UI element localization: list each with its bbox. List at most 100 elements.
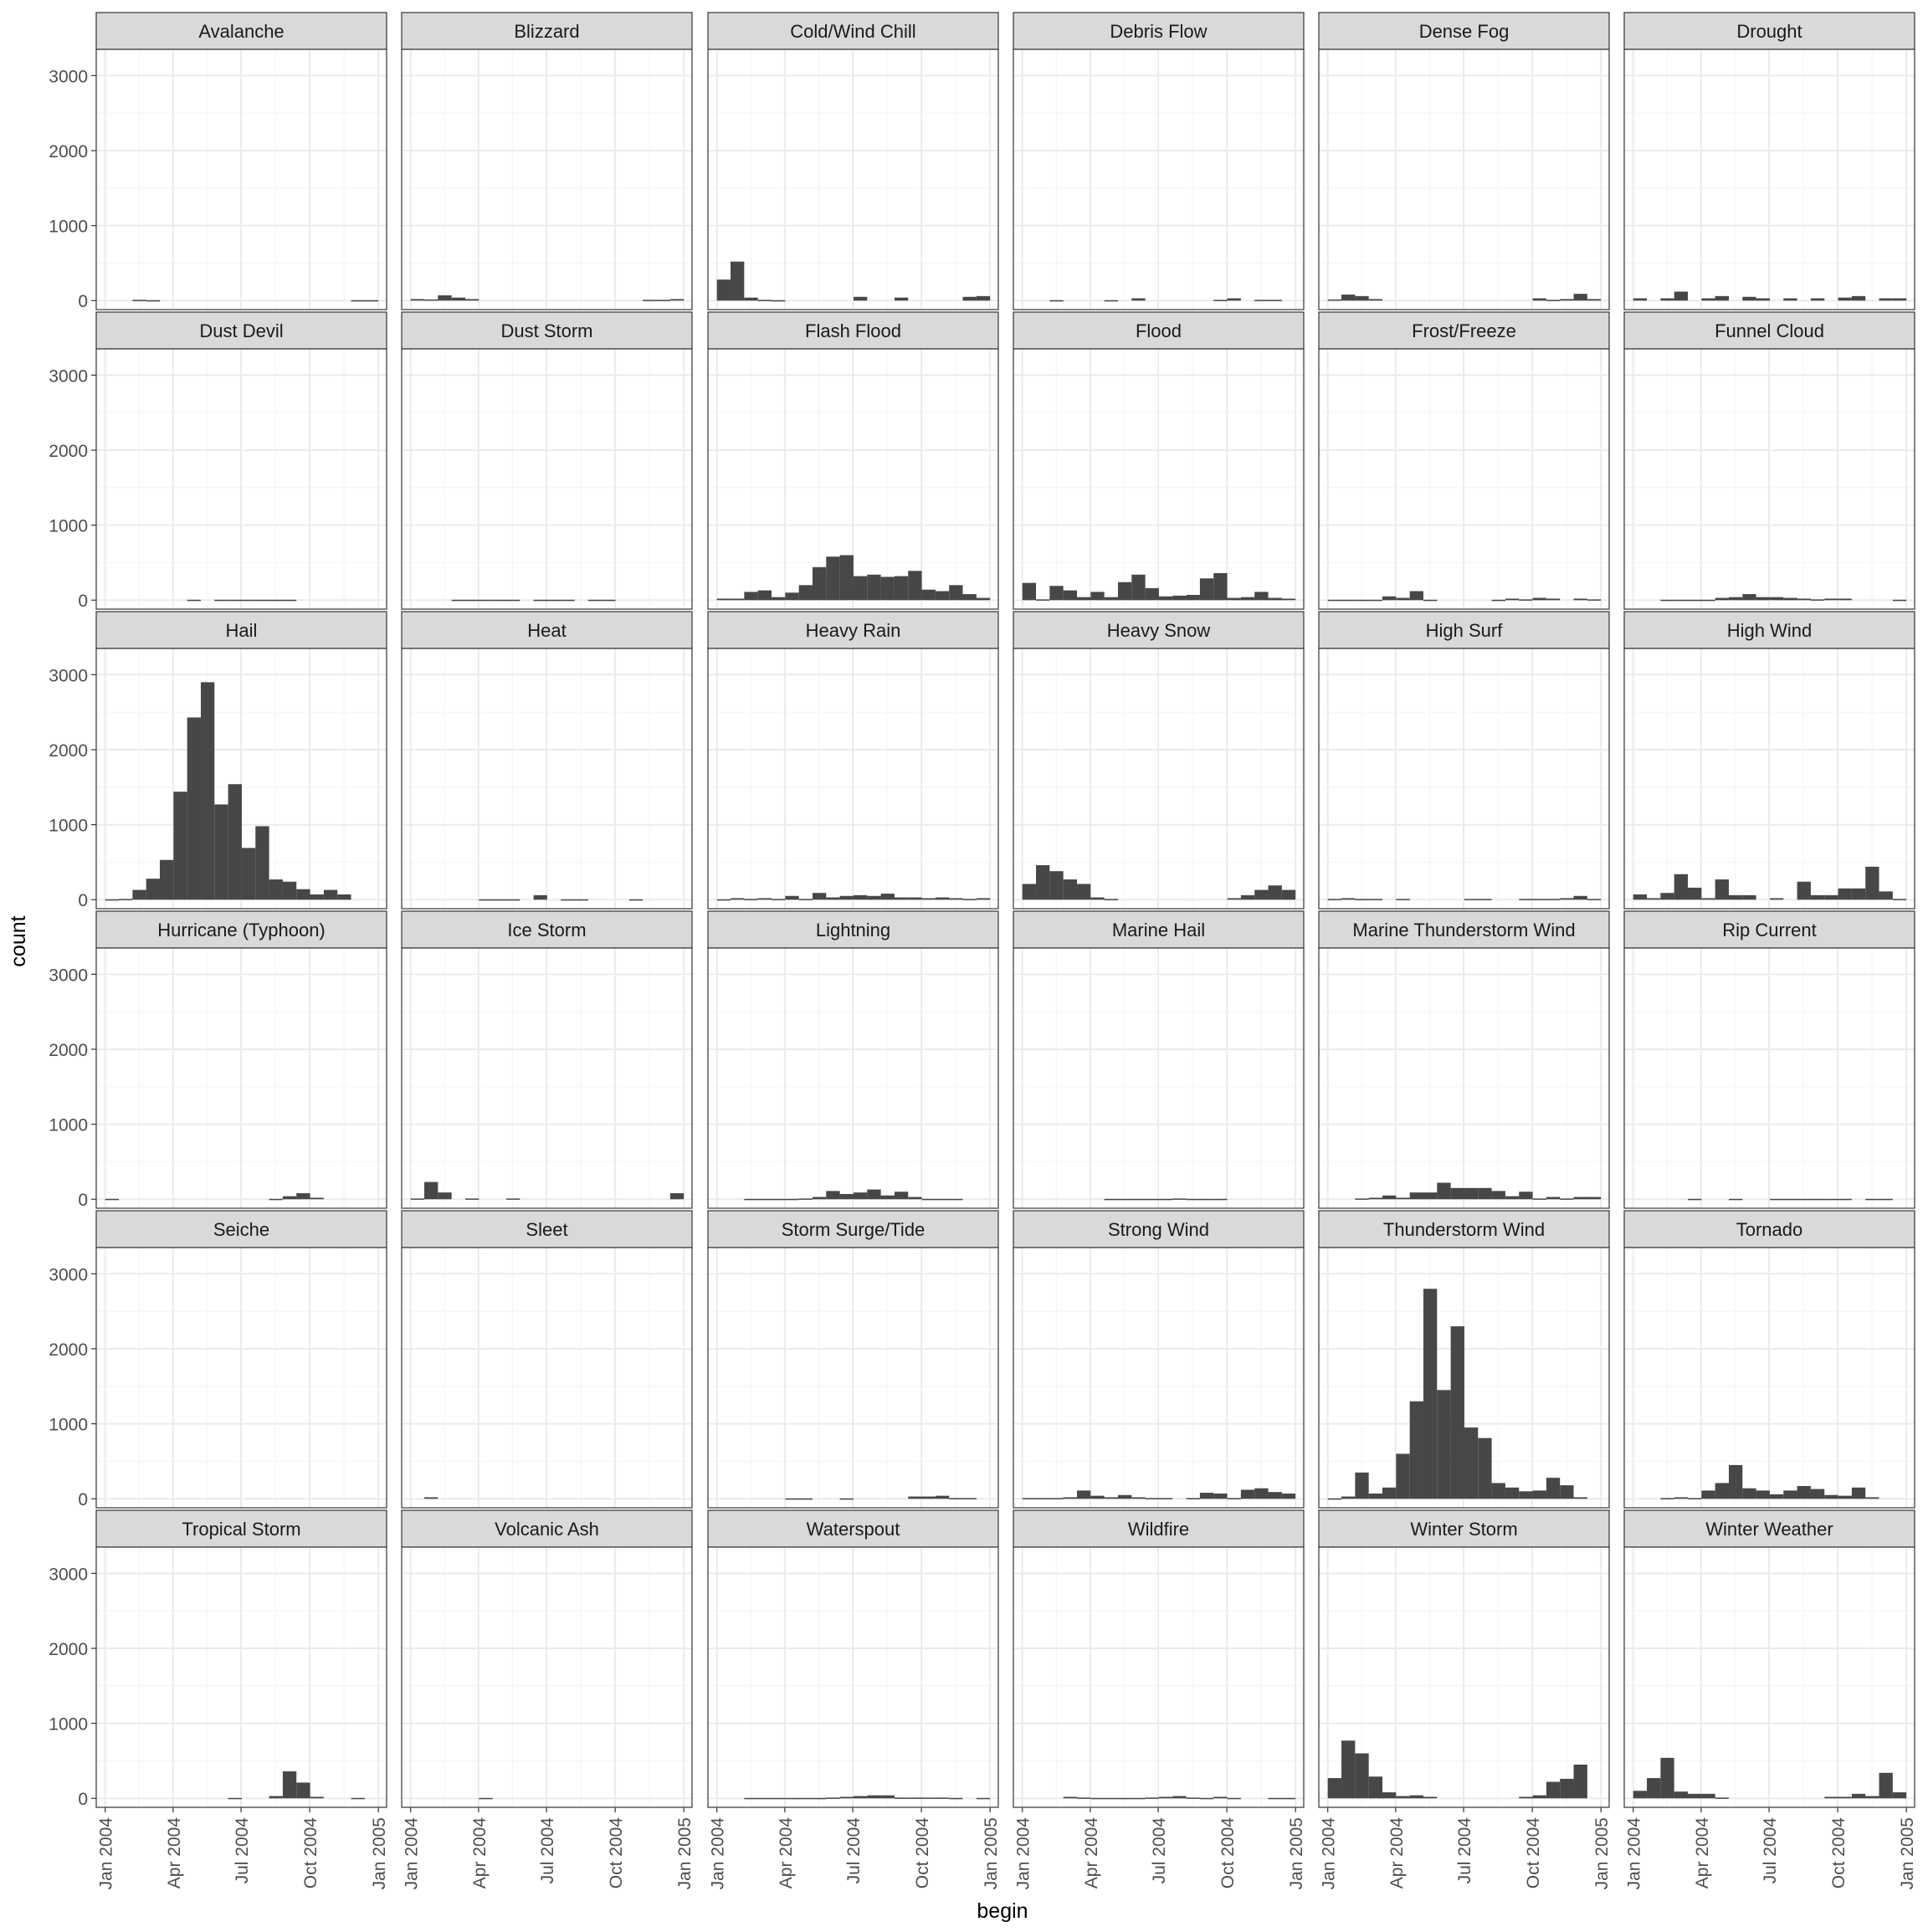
facet-strip (1623, 1509, 1915, 1548)
histogram-bar (757, 1797, 772, 1800)
histogram-bar (351, 1797, 365, 1800)
facet-title: Waterspout (807, 1519, 900, 1540)
y-tick-label: 3000 (49, 966, 88, 985)
facet-strip (1013, 1210, 1305, 1248)
histogram-bar (1688, 887, 1702, 900)
panel-border (707, 947, 999, 1209)
facet-title: Hurricane (Typhoon) (157, 920, 326, 940)
histogram-bar (1560, 1198, 1574, 1200)
facet-panel: Sleet (401, 1210, 693, 1509)
histogram-bar (1437, 1182, 1451, 1200)
facet-strip (401, 611, 693, 649)
histogram-bar (1036, 1498, 1050, 1499)
panel-border (95, 49, 387, 310)
histogram-bar (1546, 598, 1561, 601)
histogram-bar (880, 894, 895, 900)
histogram-bar (1851, 1487, 1866, 1499)
facet-panel: Heavy Snow (1013, 611, 1305, 910)
histogram-bar (839, 555, 854, 601)
histogram-bar (1797, 1486, 1811, 1499)
facet-strip (1623, 311, 1915, 350)
histogram-bar (296, 1193, 310, 1200)
histogram-bar (1879, 298, 1893, 301)
histogram-bar (1117, 582, 1132, 601)
histogram-bar (839, 1796, 854, 1799)
histogram-bar (1049, 871, 1064, 900)
histogram-bar (1879, 1772, 1893, 1799)
histogram-bar (1688, 1793, 1702, 1799)
facet-panel: Seiche 0 1000 2000 3000 (49, 1210, 387, 1509)
x-tick-label: Apr 2004 (1693, 1817, 1712, 1889)
histogram-bar (310, 1796, 324, 1799)
histogram-bar (255, 826, 269, 900)
histogram-bar (146, 879, 161, 900)
histogram-bar (492, 899, 506, 901)
x-tick-label: Apr 2004 (470, 1817, 490, 1889)
y-tick-label: 2000 (49, 741, 88, 761)
histogram-bar (1213, 300, 1228, 301)
histogram-bar (1573, 1197, 1587, 1200)
facet-panel: Debris Flow (1013, 12, 1305, 310)
facet-panel: Tropical Storm 0 1000 2000 3000 Jan 2004 Apr 2… (49, 1509, 389, 1889)
histogram-bar (1715, 597, 1729, 601)
y-tick-label: 0 (78, 1490, 88, 1509)
histogram-bar (310, 894, 324, 900)
histogram-bar (1879, 891, 1893, 900)
facet-panel: Storm Surge/Tide (707, 1210, 999, 1509)
panel-border (1013, 1247, 1305, 1509)
histogram-bar (1199, 1493, 1214, 1499)
histogram-bar (1158, 1498, 1173, 1499)
facet-panel: High Wind (1623, 611, 1915, 910)
histogram-bar (1797, 598, 1811, 601)
facet-title: Tornado (1736, 1219, 1803, 1240)
histogram-bar (798, 899, 813, 900)
x-tick-label: Jan 2004 (1320, 1817, 1339, 1890)
facet-panel: Dust Storm (401, 311, 693, 610)
histogram-bar (424, 1181, 438, 1200)
panel-border (707, 1247, 999, 1509)
histogram-bar (269, 879, 283, 900)
histogram-bar (1573, 294, 1587, 301)
histogram-bar (757, 590, 772, 601)
histogram-bar (1145, 1797, 1159, 1799)
histogram-bar (1633, 298, 1648, 301)
histogram-bar (731, 261, 745, 301)
histogram-bar (1227, 1498, 1241, 1499)
y-tick-label: 1000 (49, 1416, 88, 1435)
histogram-bar (310, 1197, 324, 1200)
histogram-bar (1104, 597, 1118, 601)
histogram-bar (826, 897, 840, 900)
facet-title: Strong Wind (1108, 1219, 1209, 1240)
histogram-bar (798, 1797, 813, 1800)
histogram-bar (1172, 1796, 1187, 1799)
facet-strip (707, 1210, 999, 1248)
histogram-bar (935, 591, 950, 601)
histogram-bar (1355, 1198, 1369, 1200)
y-axis-title: count (7, 915, 30, 966)
histogram-bar (867, 1189, 881, 1200)
histogram-bar (1505, 598, 1520, 601)
histogram-bar (1158, 1796, 1173, 1799)
facet-strip (95, 910, 387, 949)
histogram-bar (505, 899, 520, 901)
histogram-bar (1172, 595, 1187, 601)
panel-border (1013, 648, 1305, 910)
histogram-bar (1049, 586, 1064, 601)
histogram-bar (744, 1198, 758, 1201)
histogram-bar (785, 592, 799, 601)
histogram-bar (1268, 597, 1282, 601)
histogram-bar (785, 1198, 799, 1201)
histogram-bar (1036, 865, 1050, 900)
histogram-bar (1769, 1494, 1784, 1499)
histogram-bar (1423, 599, 1438, 602)
x-tick-label: Oct 2004 (1829, 1817, 1849, 1889)
histogram-bar (1519, 899, 1533, 900)
panel-border (1623, 1247, 1915, 1509)
histogram-bar (1104, 1497, 1118, 1499)
histogram-bar (1327, 1778, 1342, 1799)
facet-strip (401, 1210, 693, 1248)
histogram-bar (1838, 888, 1852, 900)
y-tick-label: 2000 (49, 1041, 88, 1060)
